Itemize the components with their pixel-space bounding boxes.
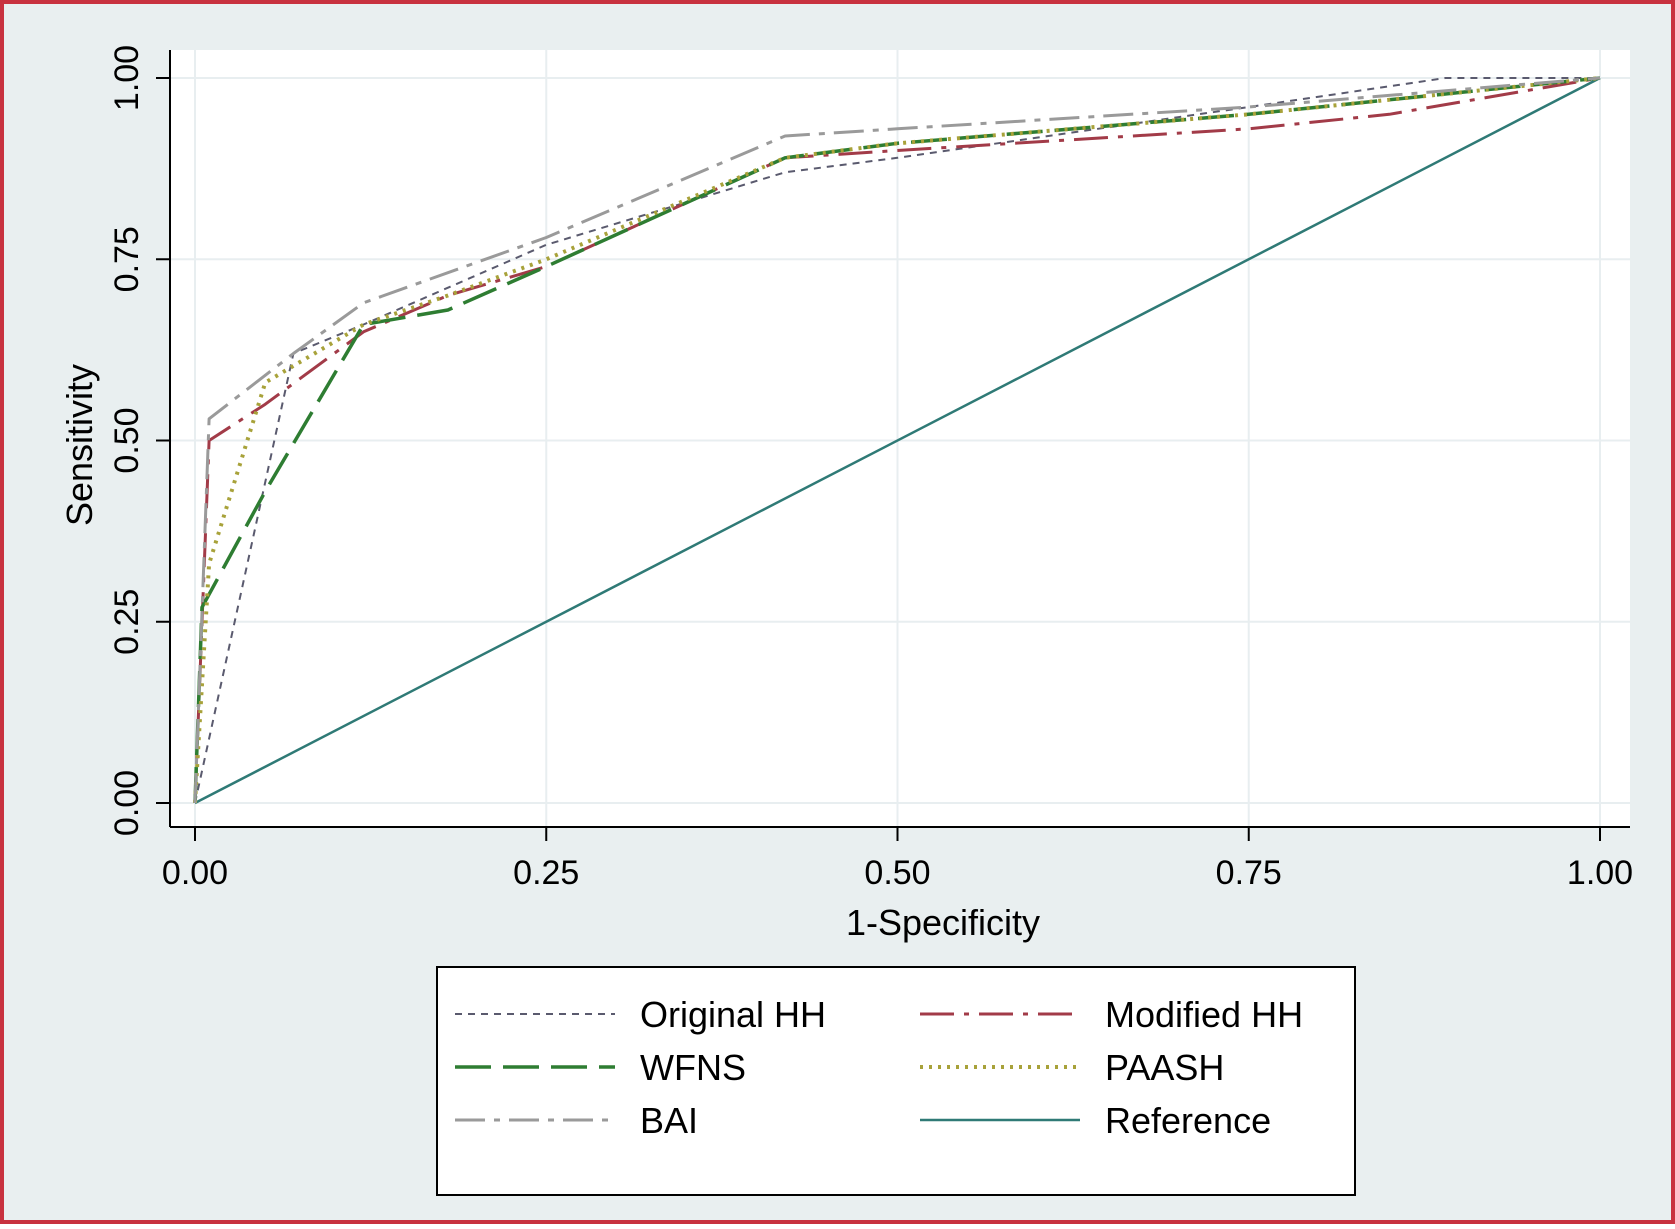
x-tick-label: 0.50 xyxy=(864,854,930,892)
series-line-bai xyxy=(193,76,1601,804)
series-line-paash xyxy=(193,76,1601,804)
series-line-reference xyxy=(194,76,1601,805)
axes xyxy=(169,50,1630,828)
x-tick-label: 0.75 xyxy=(1216,854,1282,892)
legend-box xyxy=(436,966,1356,1196)
series-line-wfns xyxy=(193,76,1601,804)
series-line-modified-hh xyxy=(193,76,1601,804)
legend-label-wfns: WFNS xyxy=(640,1047,746,1088)
legend-label-modified-hh: Modified HH xyxy=(1105,994,1303,1035)
y-tick-label: 1.00 xyxy=(108,45,146,111)
y-tick-label: 0.75 xyxy=(108,226,146,292)
x-tick-label: 0.25 xyxy=(513,854,579,892)
y-tick-label: 0.50 xyxy=(108,407,146,473)
x-tick-label: 0.00 xyxy=(162,854,228,892)
series-lines xyxy=(193,76,1601,805)
x-tick-label: 1.00 xyxy=(1567,854,1633,892)
legend-label-paash: PAASH xyxy=(1105,1047,1224,1088)
series-line-original-hh xyxy=(194,77,1600,804)
x-axis-label: 1-Specificity xyxy=(846,902,1040,943)
x-ticks: 0.00 0.25 0.50 0.75 1.00 xyxy=(162,827,1633,892)
y-tick-label: 0.25 xyxy=(108,589,146,655)
y-ticks: 0.00 0.25 0.50 0.75 1.00 xyxy=(108,45,170,836)
y-tick-label: 0.00 xyxy=(108,770,146,836)
legend-label-bai: BAI xyxy=(640,1100,698,1141)
legend-label-original-hh: Original HH xyxy=(640,994,826,1035)
legend-label-reference: Reference xyxy=(1105,1100,1271,1141)
y-axis-label: Sensitivity xyxy=(59,364,100,526)
legend: Original HH Modified HH WFNS PAASH BAI Refere… xyxy=(436,966,1356,1196)
